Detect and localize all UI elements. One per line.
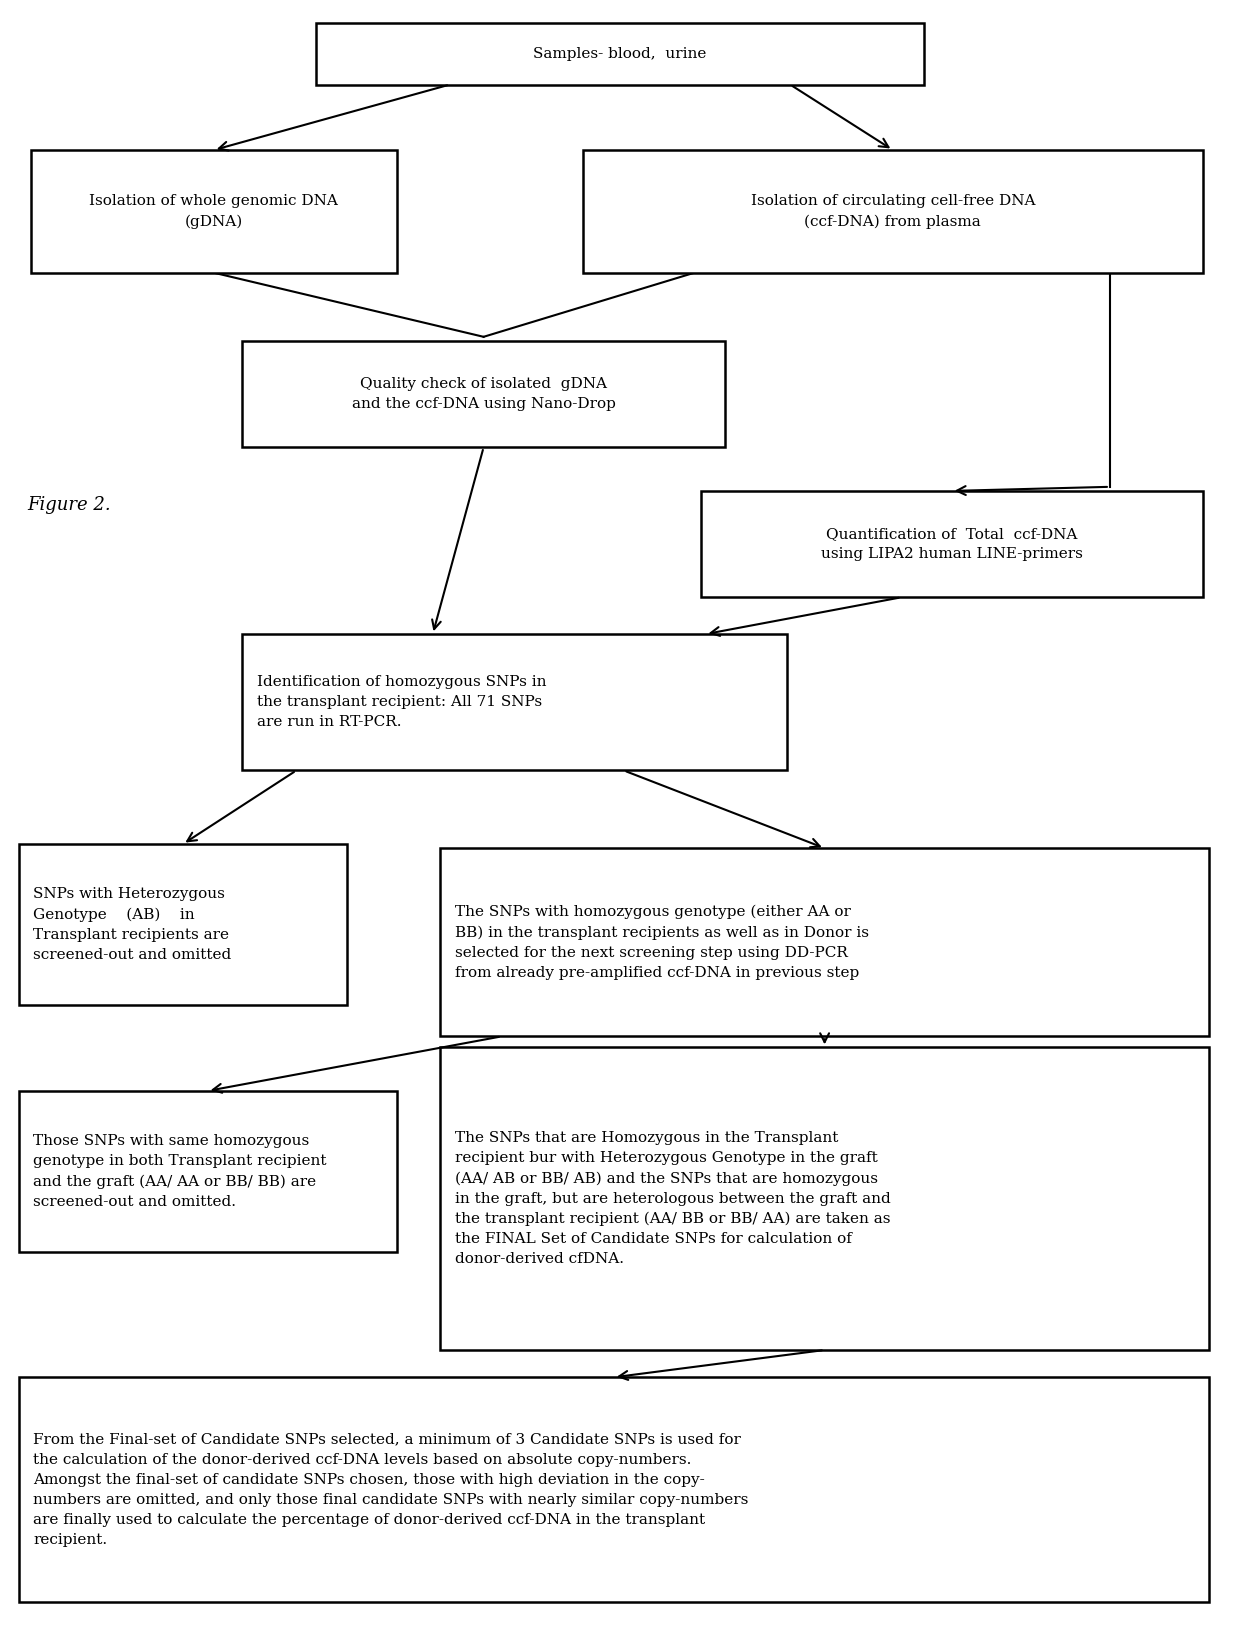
Text: Isolation of circulating cell-free DNA
(ccf-DNA) from plasma: Isolation of circulating cell-free DNA (… [750,195,1035,229]
Text: Those SNPs with same homozygous
genotype in both Transplant recipient
and the gr: Those SNPs with same homozygous genotype… [33,1134,327,1209]
Text: Quality check of isolated  gDNA
and the ccf-DNA using Nano-Drop: Quality check of isolated gDNA and the c… [352,378,615,411]
Text: Figure 2.: Figure 2. [27,495,110,513]
FancyBboxPatch shape [19,845,347,1005]
FancyBboxPatch shape [316,23,924,84]
FancyBboxPatch shape [440,1048,1209,1350]
Text: From the Final-set of Candidate SNPs selected, a minimum of 3 Candidate SNPs is : From the Final-set of Candidate SNPs sel… [33,1432,749,1548]
Text: Identification of homozygous SNPs in
the transplant recipient: All 71 SNPs
are r: Identification of homozygous SNPs in the… [257,675,546,729]
Text: Isolation of whole genomic DNA
(gDNA): Isolation of whole genomic DNA (gDNA) [89,195,339,229]
Text: Quantification of  Total  ccf-DNA
using LIPA2 human LINE-primers: Quantification of Total ccf-DNA using LI… [821,526,1083,561]
FancyBboxPatch shape [440,848,1209,1036]
FancyBboxPatch shape [701,492,1203,597]
Text: The SNPs that are Homozygous in the Transplant
recipient bur with Heterozygous G: The SNPs that are Homozygous in the Tran… [455,1130,890,1267]
FancyBboxPatch shape [583,150,1203,272]
FancyBboxPatch shape [19,1378,1209,1602]
Text: SNPs with Heterozygous
Genotype    (AB)    in
Transplant recipients are
screened: SNPs with Heterozygous Genotype (AB) in … [33,888,232,962]
FancyBboxPatch shape [31,150,397,272]
FancyBboxPatch shape [242,342,725,447]
FancyBboxPatch shape [242,634,787,771]
Text: The SNPs with homozygous genotype (either AA or
BB) in the transplant recipients: The SNPs with homozygous genotype (eithe… [455,904,869,980]
Text: Samples- blood,  urine: Samples- blood, urine [533,46,707,61]
FancyBboxPatch shape [19,1091,397,1252]
